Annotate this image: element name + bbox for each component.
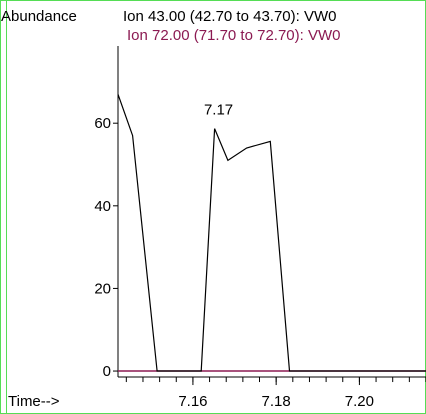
x-tick-label: 7.16	[178, 393, 207, 410]
x-axis-label: Time-->	[8, 393, 60, 410]
y-tick-label: 40	[94, 198, 111, 215]
legend-series-ion-43: Ion 43.00 (42.70 to 43.70): VW0	[123, 8, 336, 25]
y-tick-label: 20	[94, 280, 111, 297]
y-axis-label: Abundance	[1, 8, 77, 25]
x-tick-label: 7.20	[345, 393, 374, 410]
y-tick-label: 0	[103, 363, 111, 380]
series-line-0	[117, 94, 426, 372]
annotation-layer: 7.17	[204, 102, 233, 119]
y-tick-label: 60	[94, 115, 111, 132]
axes: 0 20 40 60 7.16 7.18 7.20	[94, 46, 426, 410]
peak-label: 7.17	[204, 102, 233, 119]
x-tick-label: 7.18	[262, 393, 291, 410]
series-layer	[117, 94, 426, 372]
left-panel-edge	[0, 0, 7, 414]
legend-series-ion-72: Ion 72.00 (71.70 to 72.70): VW0	[127, 27, 340, 44]
